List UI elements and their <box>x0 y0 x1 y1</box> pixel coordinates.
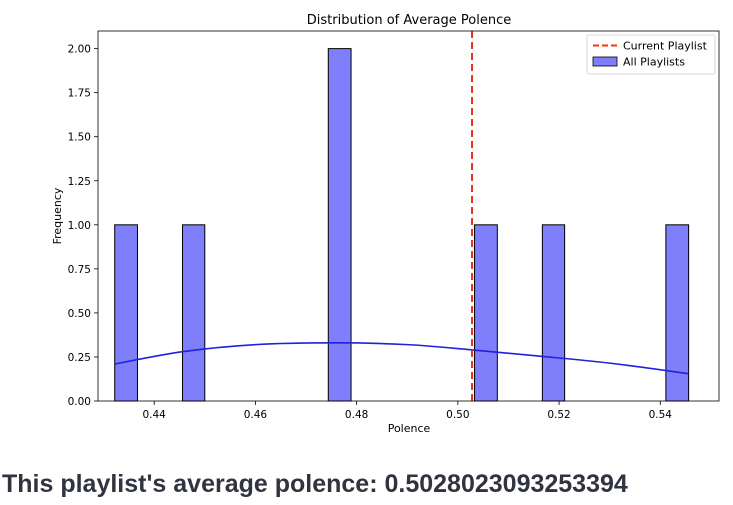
histogram-bar-0 <box>114 224 138 402</box>
y-tick-label: 0.75 <box>68 264 91 276</box>
x-tick-label: 0.50 <box>446 409 469 421</box>
x-axis-ticks: 0.44 0.46 0.48 0.50 0.52 0.54 <box>142 401 672 421</box>
histogram-bar-5 <box>665 224 690 402</box>
x-tick-label: 0.52 <box>547 409 570 421</box>
y-tick-label: 0.00 <box>68 396 91 408</box>
histogram-bar-1 <box>182 224 206 402</box>
y-tick-label: 0.25 <box>68 352 91 364</box>
legend-all-playlists-swatch <box>592 56 618 67</box>
y-axis-label: Frequency <box>51 187 64 244</box>
kde-curve <box>114 342 689 375</box>
x-axis-label: Polence <box>388 422 431 435</box>
x-tick-label: 0.54 <box>649 409 673 421</box>
legend-current-playlist-label: Current Playlist <box>623 40 708 53</box>
average-polence-summary: This playlist's average polence: 0.50280… <box>2 470 628 498</box>
histogram-bar-4 <box>541 224 566 402</box>
x-tick-label: 0.48 <box>345 409 368 421</box>
chart-title: Distribution of Average Polence <box>307 13 511 28</box>
y-tick-label: 1.00 <box>68 220 91 232</box>
legend-box <box>586 34 716 75</box>
y-tick-label: 0.50 <box>68 308 91 320</box>
legend-all-playlists-label: All Playlists <box>623 56 685 69</box>
y-tick-label: 1.25 <box>68 176 91 188</box>
histogram-bar-3 <box>474 224 498 402</box>
y-tick-label: 1.75 <box>68 88 91 100</box>
x-tick-label: 0.44 <box>142 409 166 421</box>
y-tick-label: 1.50 <box>68 132 91 144</box>
plot-frame <box>97 30 720 402</box>
y-tick-label: 2.00 <box>68 44 91 56</box>
legend: Current Playlist All Playlists <box>586 34 716 75</box>
x-tick-label: 0.46 <box>244 409 268 421</box>
bars <box>114 48 690 402</box>
histogram-bar-2 <box>327 48 352 402</box>
y-axis-ticks: 0.00 0.25 0.50 0.75 1.00 1.25 1.50 1.75 2.00 <box>68 44 98 408</box>
histogram-chart: Distribution of Average Polence 0.44 0.46… <box>51 13 720 435</box>
